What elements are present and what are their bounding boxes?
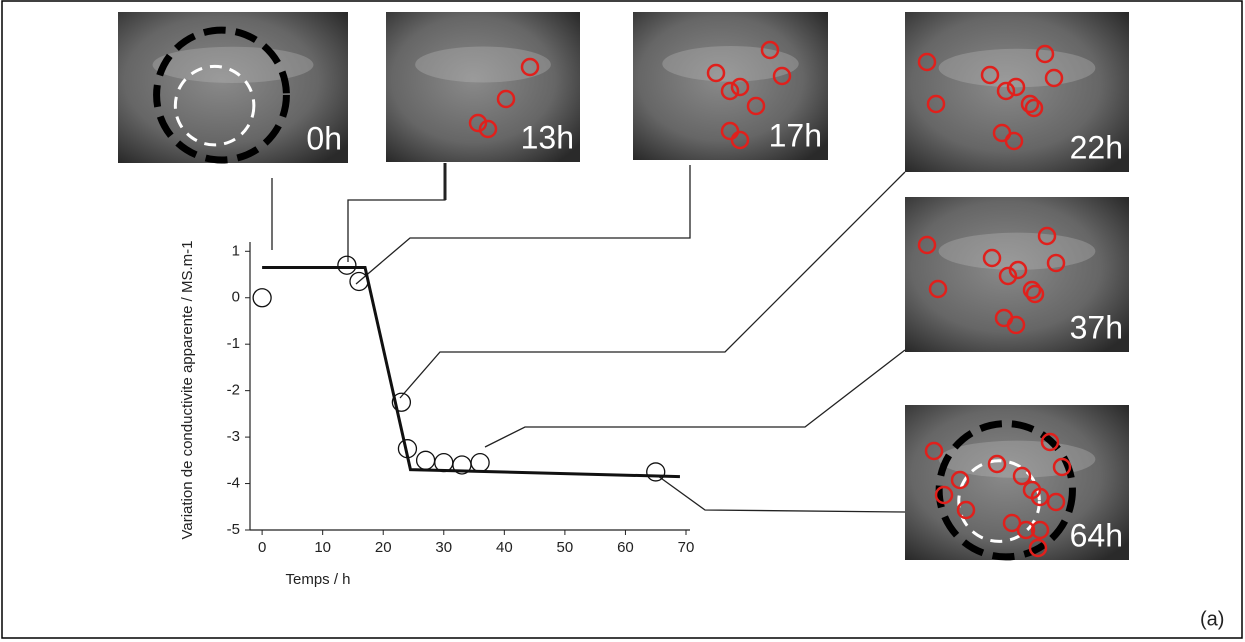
red-ring xyxy=(1052,457,1072,477)
red-ring xyxy=(1046,492,1066,512)
red-ring xyxy=(1037,226,1057,246)
red-ring xyxy=(1030,520,1050,540)
photo xyxy=(633,12,828,160)
red-ring xyxy=(520,57,540,77)
red-ring xyxy=(1035,44,1055,64)
y-tick-label: -3 xyxy=(227,428,240,445)
red-ring xyxy=(934,485,954,505)
photo-label: 0h xyxy=(306,120,342,156)
red-ring xyxy=(998,266,1018,286)
y-tick-label: -1 xyxy=(227,335,240,352)
red-ring xyxy=(1040,432,1060,452)
x-tick-label: 30 xyxy=(435,539,452,556)
connectors xyxy=(271,163,906,513)
red-ring xyxy=(980,65,1000,85)
red-ring xyxy=(478,119,498,139)
y-tick-label: -5 xyxy=(227,521,240,538)
data-point xyxy=(434,452,454,473)
red-ring xyxy=(772,66,792,86)
red-ring xyxy=(720,81,740,101)
red-ring xyxy=(468,113,488,133)
red-ring xyxy=(1020,94,1040,114)
x-tick-label: 20 xyxy=(375,539,392,556)
red-ring xyxy=(1028,538,1048,558)
red-ring xyxy=(706,63,726,83)
red-ring xyxy=(1012,466,1032,486)
data-point xyxy=(391,392,412,412)
dashed-ring xyxy=(957,459,1041,543)
red-ring xyxy=(730,77,750,97)
red-ring xyxy=(917,52,937,72)
photo xyxy=(386,12,580,162)
photo-highlight xyxy=(938,232,1096,270)
red-ring xyxy=(996,81,1016,101)
dashed-ring xyxy=(153,26,290,164)
y-tick-label: 0 xyxy=(232,289,240,306)
red-ring xyxy=(1030,487,1050,507)
y-tick-label: -2 xyxy=(227,382,240,399)
red-ring xyxy=(917,235,937,255)
photo xyxy=(905,12,1129,172)
photo-label: 64h xyxy=(1070,517,1123,553)
x-tick-label: 60 xyxy=(617,539,634,556)
data-point xyxy=(415,450,436,470)
red-ring xyxy=(1004,131,1024,151)
fit-line xyxy=(262,266,680,479)
photo-label: 13h xyxy=(521,119,574,155)
photo-label: 22h xyxy=(1070,129,1123,165)
data-point xyxy=(337,255,357,275)
x-tick-label: 0 xyxy=(258,539,266,556)
red-ring xyxy=(1046,253,1066,273)
red-ring xyxy=(956,500,976,520)
y-tick-label: 1 xyxy=(232,242,240,259)
red-ring xyxy=(987,454,1007,474)
data-point xyxy=(470,452,490,473)
x-tick-label: 10 xyxy=(314,539,331,556)
red-ring xyxy=(982,248,1002,268)
dashed-ring xyxy=(173,64,256,147)
red-ring xyxy=(730,130,750,150)
photo-label: 37h xyxy=(1070,309,1123,345)
photo-highlight xyxy=(152,46,314,83)
red-ring xyxy=(1044,68,1064,88)
red-ring xyxy=(1016,520,1036,540)
red-ring xyxy=(496,89,516,109)
red-ring xyxy=(1024,98,1044,118)
red-ring xyxy=(746,96,766,116)
data-point xyxy=(397,439,418,459)
red-ring xyxy=(1022,280,1042,300)
data-point xyxy=(349,271,369,292)
red-ring xyxy=(928,279,948,299)
data-point xyxy=(646,462,666,482)
photo-label: 17h xyxy=(769,117,822,153)
x-tick-label: 50 xyxy=(557,539,574,556)
red-ring xyxy=(924,441,944,461)
x-tick-label: 40 xyxy=(496,539,513,556)
y-tick-label: -4 xyxy=(227,475,240,492)
red-ring xyxy=(926,94,946,114)
red-ring xyxy=(950,470,970,490)
data-point xyxy=(252,288,272,308)
red-ring xyxy=(760,40,780,60)
x-tick-label: 70 xyxy=(678,539,695,556)
photos: 0h 13h 17h 22h 37h 64h xyxy=(118,12,1129,561)
red-ring xyxy=(1025,284,1045,304)
y-axis-label: Variation de conductivite apparente / MS… xyxy=(179,240,196,539)
red-ring xyxy=(1008,260,1028,280)
red-ring xyxy=(1006,77,1026,97)
photo-highlight xyxy=(938,48,1096,88)
panel-label: (a) xyxy=(1200,608,1224,630)
x-axis-label: Temps / h xyxy=(285,571,350,588)
red-ring xyxy=(1006,315,1026,335)
photo-highlight xyxy=(415,46,551,83)
